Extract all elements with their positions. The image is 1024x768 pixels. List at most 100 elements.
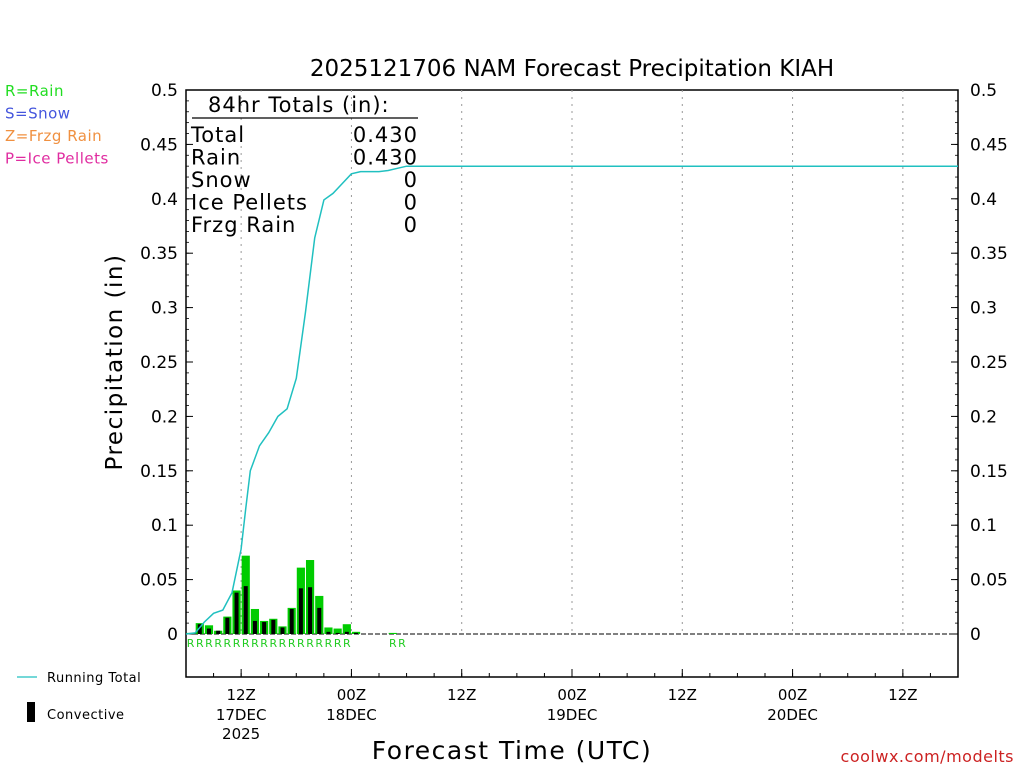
convective-bar: [216, 630, 221, 634]
legend-type-frzg-rain: Z=Frzg Rain: [5, 127, 102, 145]
y-axis-label: Precipitation (in): [102, 254, 128, 471]
precip-type-label: R: [279, 637, 287, 650]
convective-bar: [225, 617, 230, 634]
y-tick-label-left: 0.15: [140, 462, 178, 482]
legend-type-snow: S=Snow: [5, 105, 71, 123]
convective-bar: [289, 608, 294, 634]
y-tick-label-left: 0.05: [140, 571, 178, 591]
precip-type-label: R: [297, 637, 305, 650]
convective-bar: [354, 632, 359, 634]
legend-running-total-label: Running Total: [47, 671, 141, 686]
y-axis-right: 0.5 0.45 0.4 0.35 0.3 0.25 0.2 0.15 0.1 0.05 0: [951, 81, 1008, 645]
totals-label-total: Total: [190, 123, 245, 147]
precip-type-label: R: [214, 637, 222, 650]
precip-type-label: R: [334, 637, 342, 650]
x-tick-label: 12Z: [226, 686, 255, 704]
vertical-grid: [240, 90, 904, 634]
y-tick-label-right: 0.1: [970, 516, 997, 536]
precip-type-label: R: [251, 637, 259, 650]
convective-bars: [197, 586, 359, 634]
precip-type-label: R: [343, 637, 351, 650]
y-tick-label-left: 0.4: [151, 190, 178, 210]
convective-bar: [298, 588, 303, 634]
precip-type-label: R: [260, 637, 268, 650]
x-tick-label: 12Z: [447, 686, 476, 704]
convective-bar: [280, 627, 285, 634]
convective-bar: [326, 631, 331, 634]
y-tick-label-left: 0.5: [151, 81, 178, 101]
y-tick-label-right: 0.2: [970, 407, 997, 427]
precip-type-label: R: [325, 637, 333, 650]
totals-value-total: 0.430: [353, 123, 418, 147]
precip-type-label: R: [196, 637, 204, 650]
y-tick-label-right: 0.5: [970, 81, 997, 101]
precip-type-label: R: [187, 637, 195, 650]
x-tick-label: 00Z: [557, 686, 586, 704]
totals-value-rain: 0.430: [353, 146, 418, 170]
x-tick-label: 12Z: [888, 686, 917, 704]
precip-bar: [342, 624, 351, 634]
y-tick-label-right: 0.35: [970, 244, 1008, 264]
totals-box: 84hr Totals (in): Total 0.430 Rain 0.430 Sno…: [190, 93, 418, 237]
convective-bar: [271, 619, 276, 634]
precip-bar: [324, 627, 333, 634]
totals-value-frzg-rain: 0: [404, 213, 418, 237]
legend-convective-label: Convective: [47, 708, 125, 723]
y-tick-label-left: 0.3: [151, 299, 178, 319]
convective-bar: [206, 628, 211, 634]
x-tick-date: 19DEC: [547, 706, 598, 724]
y-tick-label-right: 0.25: [970, 353, 1008, 373]
y-axis-left: 0.5 0.45 0.4 0.35 0.3 0.25 0.2 0.15 0.1 0.05 0: [140, 81, 193, 645]
y-tick-label-left: 0: [167, 625, 178, 645]
y-tick-label-right: 0.45: [970, 135, 1008, 155]
y-tick-label-left: 0.25: [140, 353, 178, 373]
precip-type-label: R: [398, 637, 406, 650]
convective-bar: [262, 622, 267, 634]
precip-type-label: R: [242, 637, 250, 650]
convective-bar: [308, 587, 313, 634]
legend-type-ice-pellets: P=Ice Pellets: [5, 150, 109, 168]
y-tick-label-right: 0.05: [970, 571, 1008, 591]
x-tick-date: 20DEC: [767, 706, 818, 724]
precip-type-label: R: [205, 637, 213, 650]
totals-label-rain: Rain: [191, 146, 241, 170]
credit-text: coolwx.com/modelts: [841, 747, 1014, 766]
y-tick-label-right: 0.3: [970, 299, 997, 319]
y-tick-label-left: 0.35: [140, 244, 178, 264]
series-legend: Running Total Convective: [17, 671, 141, 723]
x-tick-year: 2025: [222, 725, 260, 743]
totals-label-snow: Snow: [191, 168, 252, 192]
convective-bar: [197, 624, 202, 634]
convective-bar: [317, 607, 322, 634]
type-legend: R=Rain S=Snow Z=Frzg Rain P=Ice Pellets: [5, 82, 109, 168]
precip-bar: [388, 632, 397, 634]
x-tick-label: 00Z: [337, 686, 366, 704]
legend-type-rain: R=Rain: [5, 82, 64, 100]
y-tick-label-left: 0.1: [151, 516, 178, 536]
precip-type-label: R: [269, 637, 277, 650]
precip-type-label: R: [306, 637, 314, 650]
totals-label-frzg-rain: Frzg Rain: [191, 213, 296, 237]
convective-bar: [243, 586, 248, 634]
x-tick-label: 00Z: [778, 686, 807, 704]
precip-type-label: R: [315, 637, 323, 650]
totals-header: 84hr Totals (in):: [208, 93, 390, 117]
chart-title: 2025121706 NAM Forecast Precipitation KI…: [310, 56, 834, 82]
precip-type-label: R: [288, 637, 296, 650]
precip-type-label: R: [233, 637, 241, 650]
precip-type-label: R: [224, 637, 232, 650]
precip-type-label: R: [389, 637, 397, 650]
convective-bar: [344, 631, 349, 634]
running-total-line: [185, 165, 958, 635]
x-axis-label: Forecast Time (UTC): [372, 736, 652, 765]
y-tick-label-right: 0: [970, 625, 981, 645]
legend-convective-swatch: [27, 702, 35, 722]
y-tick-label-left: 0.45: [140, 135, 178, 155]
convective-bar: [234, 592, 239, 634]
y-tick-label-right: 0.15: [970, 462, 1008, 482]
x-tick-date: 18DEC: [326, 706, 377, 724]
convective-bar: [335, 632, 340, 634]
precip-bar: [333, 628, 342, 634]
